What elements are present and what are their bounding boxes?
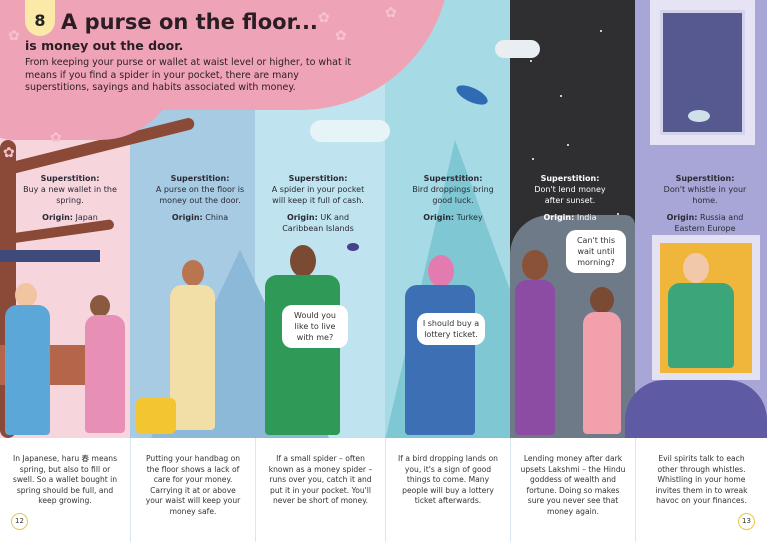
cloud	[310, 120, 390, 142]
window	[660, 10, 745, 135]
page-title: A purse on the floor...	[61, 10, 318, 34]
explanation-india: Lending money after dark upsets Lakshmi …	[510, 438, 635, 542]
intro-text: From keeping your purse or wallet at wai…	[25, 57, 352, 93]
explanation-turkey: If a bird dropping lands on you, it's a …	[385, 438, 510, 542]
speech-bubble: I should buy a lottery ticket.	[417, 313, 485, 345]
page-number-right: 13	[738, 513, 755, 530]
bush	[625, 380, 767, 438]
superstition-japan: Superstition: Buy a new wallet in the spr…	[23, 174, 117, 222]
superstition-russia: Superstition: Don't whistle in your home.…	[663, 174, 747, 233]
illustration: ✿ ✿ ✿ ✿ ✿ ✿ 8 A purse on the floor... is mone…	[0, 0, 767, 438]
superstition-china: Superstition: A purse on the floor is mon…	[155, 174, 245, 222]
page-number-left: 12	[11, 513, 28, 530]
speech-bubble: Would you like to live with me?	[282, 305, 348, 348]
superstition-india: Superstition: Don't lend money after suns…	[534, 174, 606, 222]
chapter-number: 8	[25, 0, 55, 36]
stall-roof	[0, 250, 100, 262]
explanation-uk: If a small spider – often known as a mon…	[255, 438, 385, 542]
explanation-russia: Evil spirits talk to each other through …	[635, 438, 767, 542]
explanation-china: Putting your handbag on the floor shows …	[130, 438, 255, 542]
page-subtitle: is money out the door.	[25, 38, 184, 53]
handbag-icon	[136, 398, 176, 434]
superstition-turkey: Superstition: Bird droppings bring good l…	[412, 174, 494, 222]
cloud	[495, 40, 540, 58]
speech-bubble: Can't this wait until morning?	[566, 230, 626, 273]
pigeon-icon	[688, 110, 710, 122]
spider-icon	[347, 243, 359, 251]
superstition-uk: Superstition: A spider in your pocket wil…	[271, 174, 365, 233]
